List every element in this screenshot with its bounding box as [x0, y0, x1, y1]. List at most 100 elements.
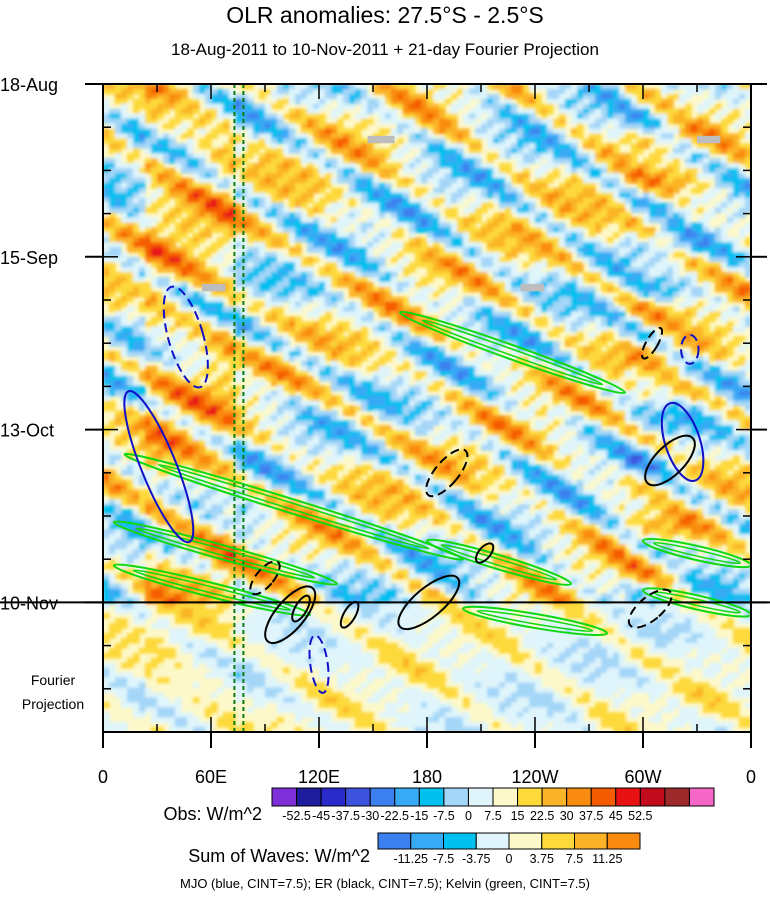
field-cell	[451, 267, 458, 273]
field-cell	[391, 311, 398, 318]
field-cell	[691, 252, 698, 258]
field-cell	[157, 197, 164, 204]
field-cell	[517, 276, 524, 283]
field-cell	[721, 168, 728, 174]
field-cell	[655, 202, 662, 209]
field-cell	[271, 281, 278, 288]
field-cell	[499, 138, 506, 144]
field-cell	[427, 143, 434, 149]
field-cell	[175, 247, 182, 253]
field-cell	[715, 103, 722, 110]
field-cell	[619, 267, 626, 273]
field-cell	[367, 252, 374, 258]
field-cell	[157, 103, 164, 110]
field-cell	[745, 123, 751, 130]
field-cell	[739, 291, 746, 298]
field-cell	[175, 93, 182, 100]
field-cell	[349, 276, 356, 283]
field-cell	[433, 331, 440, 337]
field-cell	[319, 222, 326, 229]
field-cell	[271, 192, 278, 199]
field-cell	[487, 262, 494, 268]
field-cell	[451, 286, 458, 293]
field-cell	[361, 118, 368, 125]
field-cell	[355, 242, 362, 248]
field-cell	[355, 128, 362, 135]
field-cell	[331, 257, 338, 263]
field-cell	[397, 331, 404, 337]
field-cell	[283, 321, 290, 327]
field-cell	[589, 168, 596, 174]
field-cell	[151, 192, 158, 199]
field-cell	[379, 276, 386, 283]
field-cell	[313, 113, 320, 120]
field-cell	[733, 311, 740, 318]
field-cell	[427, 158, 434, 164]
field-cell	[319, 361, 326, 367]
field-cell	[445, 143, 452, 149]
field-cell	[115, 98, 122, 105]
field-cell	[343, 257, 350, 263]
field-cell	[649, 301, 656, 308]
field-cell	[469, 143, 476, 149]
field-cell	[691, 257, 698, 263]
field-cell	[385, 108, 392, 115]
field-cell	[691, 291, 698, 298]
field-cell	[541, 113, 548, 120]
field-cell	[325, 207, 332, 214]
field-cell	[283, 316, 290, 323]
field-cell	[745, 108, 751, 115]
field-cell	[541, 138, 548, 144]
field-cell	[163, 356, 170, 362]
field-cell	[229, 311, 236, 318]
field-cell	[559, 88, 566, 95]
field-cell	[589, 276, 596, 283]
field-cell	[103, 232, 110, 238]
field-cell	[547, 346, 554, 352]
field-cell	[265, 168, 272, 174]
field-cell	[433, 237, 440, 243]
field-cell	[331, 271, 338, 278]
field-cell	[397, 217, 404, 224]
field-cell	[739, 93, 746, 100]
field-cell	[415, 143, 422, 149]
field-cell	[463, 361, 470, 367]
field-cell	[151, 123, 158, 130]
field-cell	[337, 128, 344, 135]
field-cell	[367, 301, 374, 308]
field-cell	[565, 187, 572, 194]
field-cell	[319, 103, 326, 110]
field-cell	[115, 207, 122, 214]
field-cell	[193, 88, 200, 95]
field-cell	[253, 301, 260, 308]
field-cell	[343, 192, 350, 199]
field-cell	[529, 257, 536, 263]
field-cell	[655, 113, 662, 120]
field-cell	[301, 123, 308, 130]
field-cell	[469, 217, 476, 224]
field-cell	[283, 361, 290, 367]
field-cell	[415, 217, 422, 224]
field-cell	[313, 93, 320, 100]
field-cell	[127, 227, 134, 233]
field-cell	[367, 227, 374, 233]
field-cell	[121, 103, 128, 110]
field-cell	[385, 128, 392, 135]
field-cell	[691, 237, 698, 243]
field-cell	[109, 321, 116, 327]
field-cell	[583, 88, 590, 95]
field-cell	[415, 336, 422, 342]
field-cell	[745, 202, 751, 209]
field-cell	[595, 118, 602, 125]
field-cell	[349, 177, 356, 184]
field-cell	[391, 341, 398, 347]
field-cell	[271, 163, 278, 169]
field-cell	[337, 247, 344, 253]
field-cell	[391, 207, 398, 214]
field-cell	[637, 301, 644, 308]
field-cell	[703, 321, 710, 327]
field-cell	[109, 128, 116, 135]
field-cell	[175, 232, 182, 238]
field-cell	[583, 271, 590, 278]
field-cell	[427, 222, 434, 229]
